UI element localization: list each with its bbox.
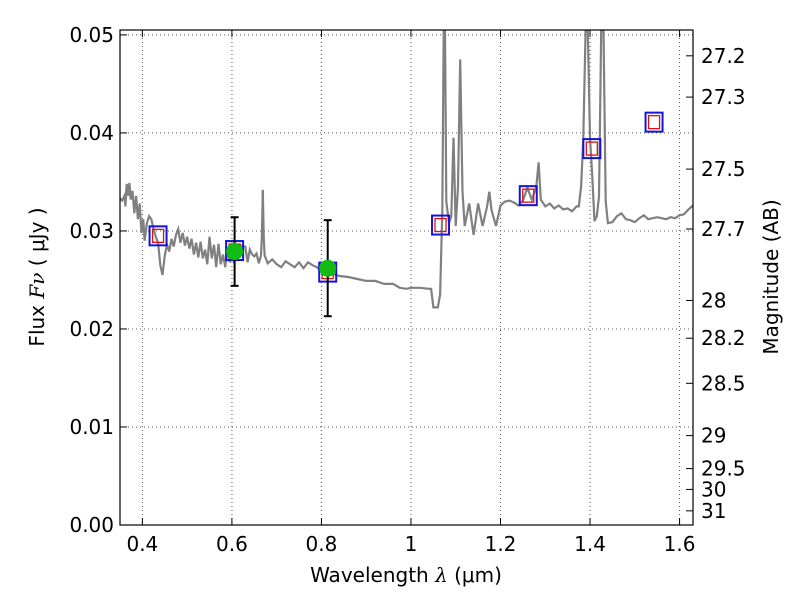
y-axis-label: Flux Fν ( μJy )	[25, 207, 49, 346]
y-tick-label: 0.03	[69, 219, 114, 243]
y-tick-label: 0.02	[69, 317, 114, 341]
mag-tick-label: 31	[701, 499, 726, 523]
mag-tick-label: 28.2	[701, 326, 746, 350]
model-photometry-marker	[582, 138, 602, 160]
mag-tick-label: 27.3	[701, 85, 746, 109]
plot-frame	[119, 29, 694, 526]
model-photometry-marker	[644, 111, 664, 133]
model-spectrum-line	[120, 30, 693, 309]
mag-tick-label: 28	[701, 288, 726, 312]
model-photometry-inner-marker	[585, 141, 598, 156]
y2-axis-label: Magnitude (AB)	[759, 199, 783, 354]
model-photometry-marker	[431, 214, 451, 236]
model-photometry-inner-marker	[647, 114, 661, 130]
mag-tick-label: 29	[701, 424, 726, 448]
model-photometry-marker	[148, 225, 168, 247]
x-tick-label: 0.6	[216, 532, 248, 556]
x-tick-label: 0.4	[126, 532, 158, 556]
mag-tick-label: 27.7	[701, 217, 746, 241]
markers	[148, 111, 664, 318]
y-tick-label: 0.01	[69, 415, 114, 439]
y-tick-label: 0.00	[69, 513, 114, 537]
model-photometry-inner-marker	[522, 188, 535, 203]
x-tick-label: 1.6	[664, 532, 696, 556]
model-photometry-marker	[518, 185, 538, 207]
x-tick-label: 0.8	[306, 532, 338, 556]
x-tick-label: 1	[405, 532, 418, 556]
ticks: 0.4 0.6 0.8 1 1.2 1.4 1.6 0.00 0.01 0.02 0.03 0.04 0…	[69, 23, 745, 556]
mag-tick-label: 29.5	[701, 457, 746, 481]
model-photometry-inner-marker	[151, 228, 165, 243]
x-tick-label: 1.2	[485, 532, 517, 556]
mag-tick-label: 30	[701, 477, 726, 501]
x-tick-label: 1.4	[574, 532, 606, 556]
x-axis-label: Wavelength λ (μm)	[310, 563, 502, 587]
mag-tick-label: 28.5	[701, 371, 746, 395]
y-tick-label: 0.04	[69, 121, 114, 145]
grid	[120, 30, 693, 526]
model-photometry-inner-marker	[434, 217, 447, 233]
observed-flux-point	[319, 259, 337, 277]
plot-area	[120, 30, 693, 309]
observed-flux-point	[226, 243, 244, 261]
mag-tick-label: 27.5	[701, 157, 746, 181]
mag-tick-label: 27.2	[701, 44, 746, 68]
y-tick-label: 0.05	[69, 23, 114, 47]
